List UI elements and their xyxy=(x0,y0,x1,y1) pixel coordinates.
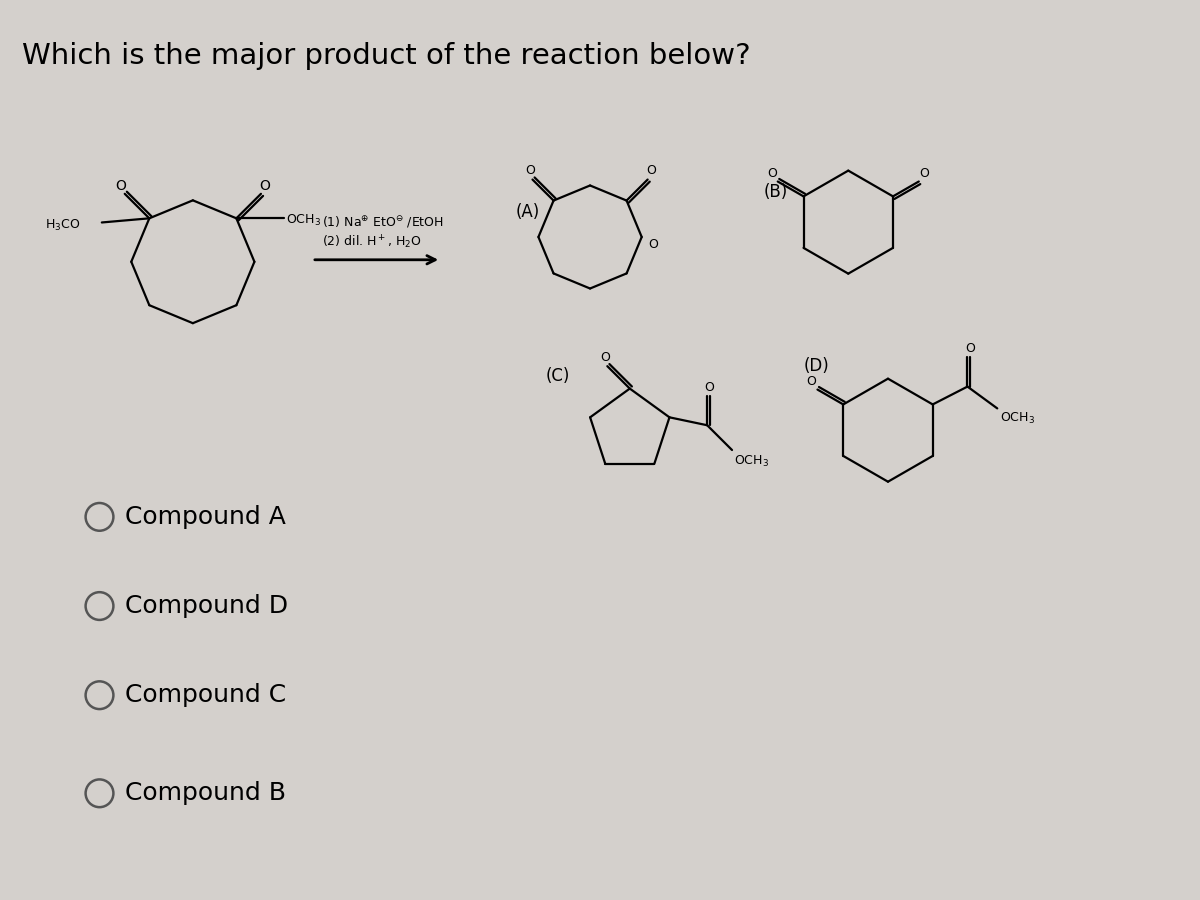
Text: Compound A: Compound A xyxy=(125,505,286,529)
Text: (D): (D) xyxy=(804,356,829,374)
Text: OCH$_3$: OCH$_3$ xyxy=(1001,410,1036,426)
Text: O: O xyxy=(704,381,714,394)
Text: OCH$_3$: OCH$_3$ xyxy=(286,212,320,228)
Text: Which is the major product of the reaction below?: Which is the major product of the reacti… xyxy=(22,41,751,70)
Text: H$_3$CO: H$_3$CO xyxy=(44,218,80,233)
Text: OCH$_3$: OCH$_3$ xyxy=(734,454,769,470)
Text: O: O xyxy=(966,342,976,356)
Text: O: O xyxy=(767,167,776,180)
Text: O: O xyxy=(115,179,126,193)
Text: Compound D: Compound D xyxy=(125,594,288,618)
Text: Compound C: Compound C xyxy=(125,683,287,707)
Text: (A): (A) xyxy=(516,203,540,221)
Text: (1) Na$^{\oplus}$ EtO$^{\ominus}$ /EtOH: (1) Na$^{\oplus}$ EtO$^{\ominus}$ /EtOH xyxy=(322,214,444,230)
Text: O: O xyxy=(600,351,611,364)
Text: O: O xyxy=(919,167,929,180)
Text: Compound B: Compound B xyxy=(125,781,287,806)
Text: (B): (B) xyxy=(764,184,788,202)
Text: O: O xyxy=(259,179,270,193)
Text: (2) dil. H$^+$, H$_2$O: (2) dil. H$^+$, H$_2$O xyxy=(322,233,421,250)
Text: (C): (C) xyxy=(545,366,570,384)
Text: O: O xyxy=(806,375,816,388)
Text: O: O xyxy=(649,238,659,251)
Text: O: O xyxy=(526,164,535,177)
Text: O: O xyxy=(647,164,656,177)
